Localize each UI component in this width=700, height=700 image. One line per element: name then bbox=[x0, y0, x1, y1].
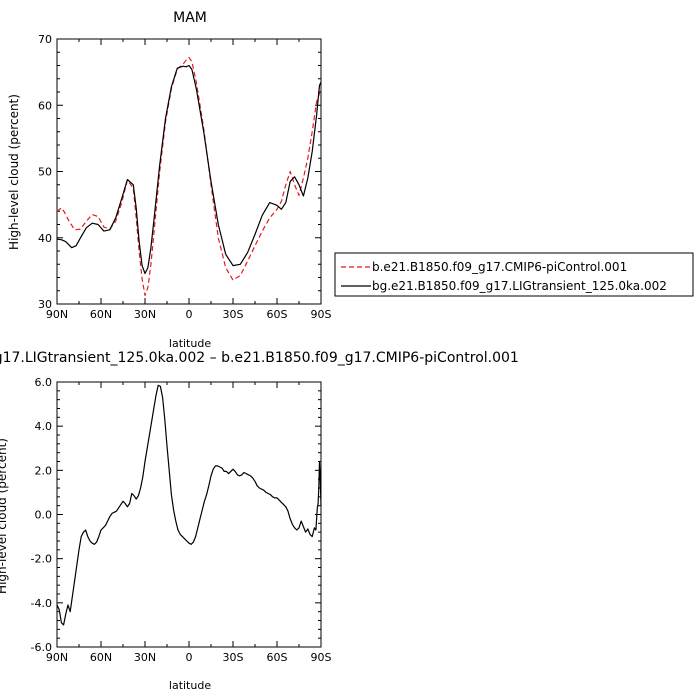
bottom-ytick-label: 0.0 bbox=[35, 509, 53, 522]
legend-label-transient: bg.e21.B1850.f09_g17.LIGtransient_125.0k… bbox=[372, 279, 667, 293]
top-frame bbox=[56, 38, 322, 305]
bottom-frame bbox=[56, 381, 322, 648]
top-chart-title: MAM bbox=[173, 10, 207, 26]
top-ytick-label: 70 bbox=[38, 33, 52, 46]
bottom-xtick-label: 90S bbox=[311, 651, 332, 664]
bottom-xtick-label: 60N bbox=[90, 651, 112, 664]
top-xtick-label: 0 bbox=[186, 308, 193, 321]
top-plot-area: 90N 60N 30N 0 30S 60S 90S 30 40 50 60 70 bbox=[38, 33, 332, 321]
legend: b.e21.B1850.f09_g17.CMIP6-piControl.001 … bbox=[334, 252, 694, 297]
top-series-1-line bbox=[56, 64, 322, 275]
top-ytick-label: 50 bbox=[38, 166, 52, 179]
top-xtick-label: 60S bbox=[267, 308, 288, 321]
top-xtick-label: 90S bbox=[311, 308, 332, 321]
bottom-chart-ylabel: High-level cloud (percent) bbox=[0, 438, 9, 594]
bottom-xtick-label: 30N bbox=[134, 651, 156, 664]
top-ytick-label: 30 bbox=[38, 298, 52, 311]
bottom-ytick-label: 2.0 bbox=[35, 464, 53, 477]
top-xtick-label: 30N bbox=[134, 308, 156, 321]
bottom-ytick-label: 4.0 bbox=[35, 420, 53, 433]
bottom-plot-area: 90N 60N 30N 0 30S 60S 90S -6.0 -4.0 -2.0 0.0 2.0 4.0… bbox=[31, 376, 332, 664]
bottom-ytick-label: 6.0 bbox=[35, 376, 53, 389]
bottom-xtick-label: 90N bbox=[46, 651, 68, 664]
legend-box bbox=[334, 252, 694, 297]
bottom-chart: bg.e21.B1850.f09_g17.LIGtransient_125.0k… bbox=[0, 350, 519, 692]
top-xtick-label: 30S bbox=[223, 308, 244, 321]
bottom-chart-title: bg.e21.B1850.f09_g17.LIGtransient_125.0k… bbox=[0, 350, 519, 366]
top-chart: MAM High-level cloud (percent) latitude … bbox=[7, 10, 332, 350]
bottom-ytick-label: -6.0 bbox=[31, 641, 52, 654]
bottom-chart-xlabel: latitude bbox=[169, 679, 211, 692]
bottom-xtick-label: 30S bbox=[223, 651, 244, 664]
bottom-series-0-line bbox=[56, 384, 322, 626]
legend-label-control: b.e21.B1850.f09_g17.CMIP6-piControl.001 bbox=[372, 260, 627, 274]
top-series-0-line bbox=[56, 56, 322, 296]
top-xtick-label: 90N bbox=[46, 308, 68, 321]
top-xtick-label: 60N bbox=[90, 308, 112, 321]
top-chart-ylabel: High-level cloud (percent) bbox=[7, 94, 21, 250]
top-ytick-label: 60 bbox=[38, 99, 52, 112]
bottom-ytick-label: -4.0 bbox=[31, 597, 52, 610]
bottom-ytick-label: -2.0 bbox=[31, 553, 52, 566]
bottom-xtick-label: 0 bbox=[186, 651, 193, 664]
top-ytick-label: 40 bbox=[38, 232, 52, 245]
top-chart-xlabel: latitude bbox=[169, 337, 211, 350]
bottom-xtick-label: 60S bbox=[267, 651, 288, 664]
